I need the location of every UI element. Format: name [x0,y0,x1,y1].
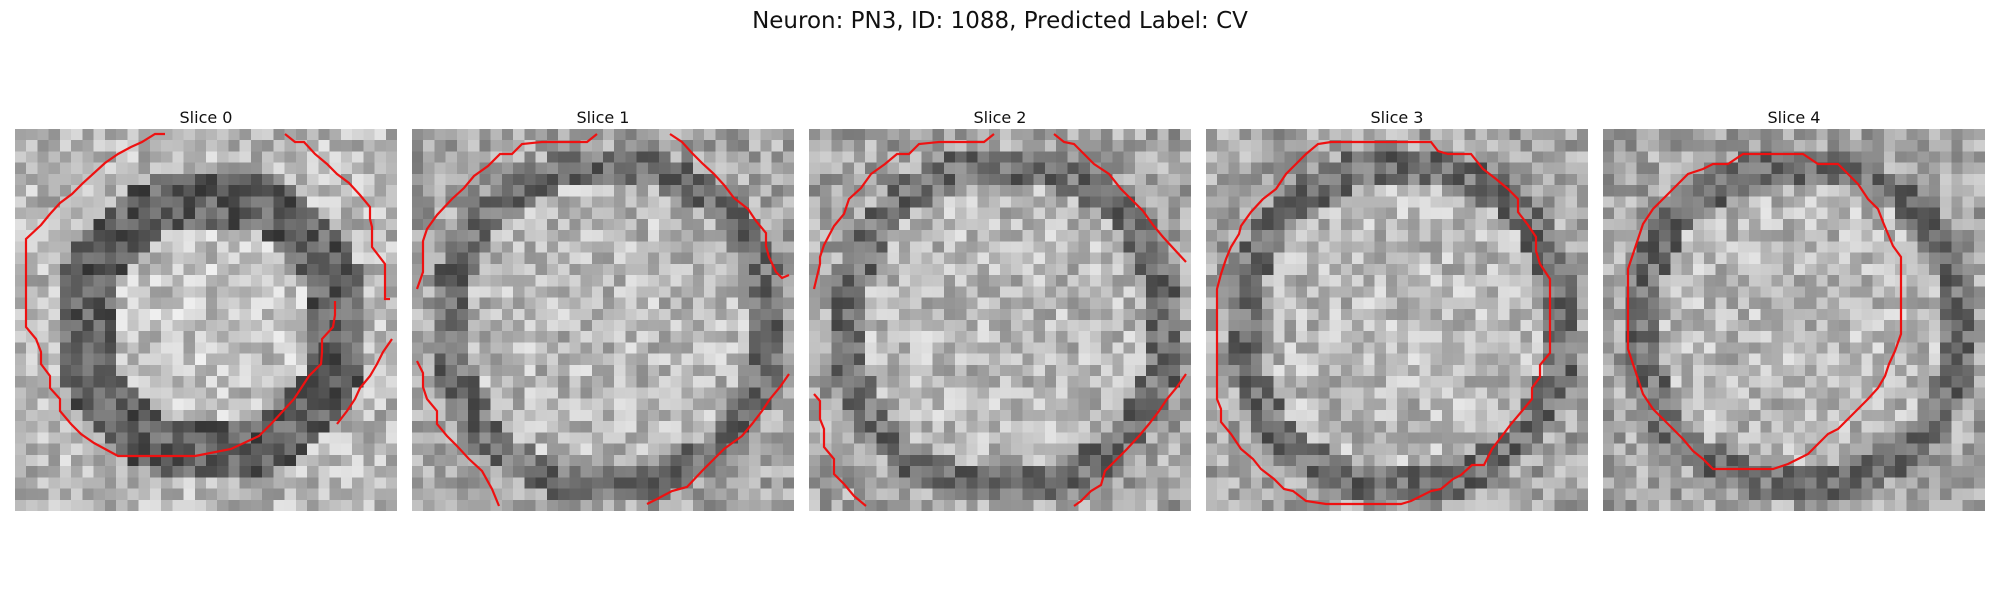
slice-title-1: Slice 1 [576,108,630,127]
cell-contour-line [1626,152,1903,471]
cell-contour-line [1073,373,1187,507]
slice-image-3 [1206,129,1588,511]
slice-title-2: Slice 2 [973,108,1027,127]
slice-contour-4 [1626,152,1903,471]
cell-contour-line [336,338,393,425]
cell-contour-line [813,393,867,507]
slice-image-4 [1603,129,1985,511]
slice-contour-3 [1215,140,1552,506]
cell-contour-line [812,133,995,290]
slice-image-0 [15,129,397,511]
slice-panel-1: Slice 1 [412,107,794,511]
slice-contour-0 [24,132,393,458]
slice-panel-4: Slice 4 [1603,107,1985,511]
cell-contour-line [416,360,501,507]
cell-contour-line [646,373,790,505]
slice-contour-2 [812,133,1187,507]
cell-contour-line [24,132,337,458]
slice-title-4: Slice 4 [1767,108,1821,127]
cell-contour-line [1053,133,1187,263]
slice-panel-3: Slice 3 [1206,107,1588,511]
cell-contour-line [1215,140,1552,506]
figure-title: Neuron: PN3, ID: 1088, Predicted Label: … [752,8,1248,34]
slice-title-0: Slice 0 [179,108,233,127]
cell-contour-line [669,133,790,280]
slice-panel-0: Slice 0 [15,107,397,511]
slice-image-1 [412,129,794,511]
slice-contour-1 [415,133,790,507]
cell-contour-line [415,133,598,290]
cell-contour-line [284,133,390,301]
slice-panel-2: Slice 2 [809,107,1191,511]
slice-title-3: Slice 3 [1370,108,1424,127]
slice-raster-4 [1603,129,1985,511]
slice-image-2 [809,129,1191,511]
